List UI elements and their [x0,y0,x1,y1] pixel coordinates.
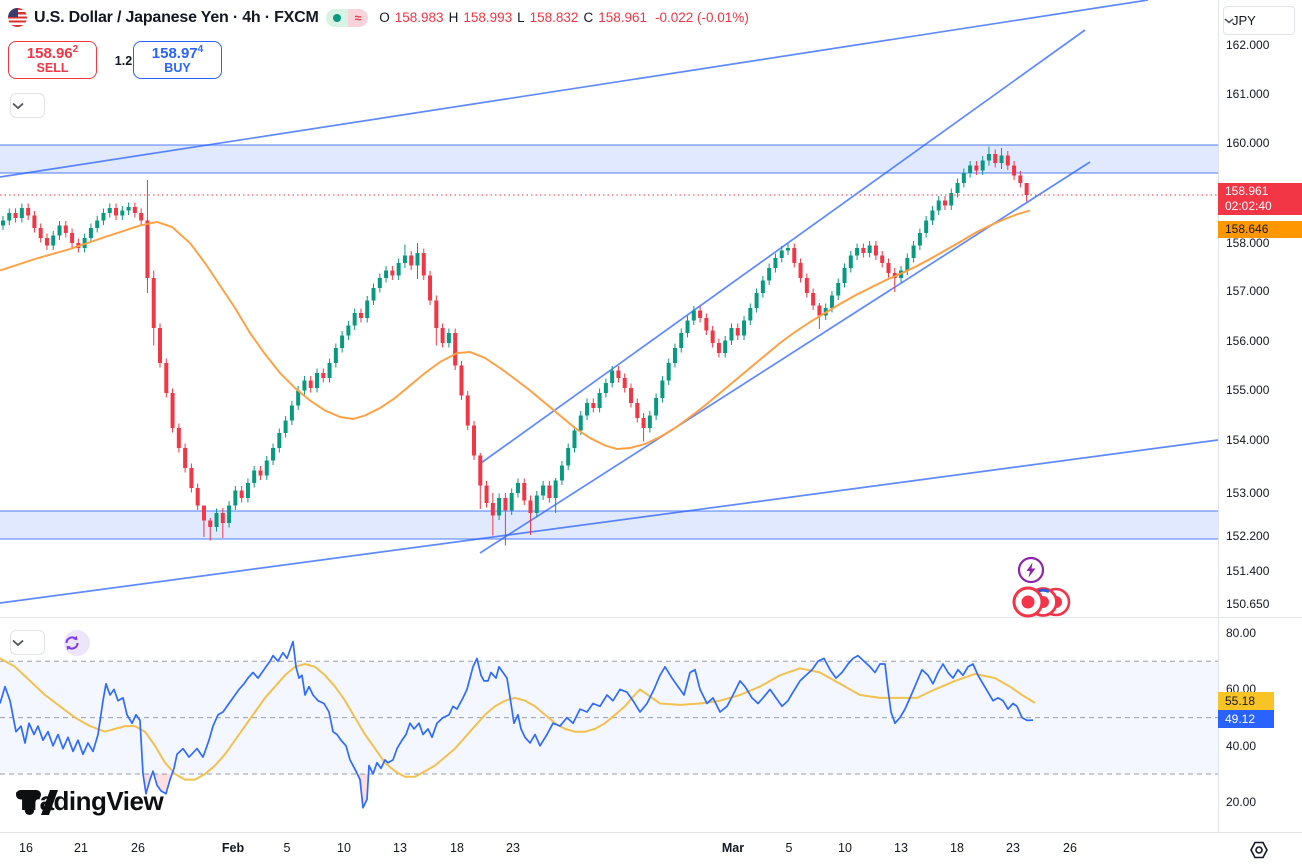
price-axis-label: 152.200 [1226,529,1270,543]
symbol-title[interactable]: U.S. Dollar / Japanese Yen · 4h · FXCM [34,8,319,26]
sell-button[interactable]: 158.962 SELL [8,41,97,79]
rsi-indicator-canvas[interactable] [0,618,1218,832]
us-flag-icon [8,8,27,27]
bar-countdown: 02:02:40 [1225,199,1272,213]
chevron-down-icon [1224,17,1234,23]
ohlc-key: C [583,10,594,25]
time-axis-label: 23 [506,841,520,855]
axis-divider [1218,0,1219,832]
price-change: -0.022 (-0.01%) [655,10,749,25]
price-axis-label: 160.000 [1226,136,1270,150]
price-axis-label: 155.000 [1226,383,1270,397]
time-axis-label: 18 [950,841,964,855]
time-axis-label: 16 [19,841,33,855]
ohlc-key: L [517,10,525,25]
time-axis-label: 26 [1063,841,1077,855]
price-axis-label: 151.400 [1226,564,1270,578]
price-axis[interactable]: 150.650 151.400 152.200 153.000 154.000 155.0… [1218,0,1302,617]
time-axis-label: 26 [131,841,145,855]
price-axis-label: 150.650 [1226,597,1270,611]
indicator-collapse-button[interactable] [10,630,45,655]
indicator-axis-label: 40.00 [1226,739,1257,753]
indicator-axis-label: 20.00 [1226,795,1257,809]
time-axis-label: 13 [894,841,908,855]
ohlc-key: H [448,10,459,25]
price-axis-label: 158.000 [1226,236,1270,250]
ohlc-key: O [379,10,390,25]
time-axis-label: 18 [450,841,464,855]
time-axis-label: 23 [1006,841,1020,855]
price-axis-label: 153.000 [1226,486,1270,500]
chevron-down-icon [12,639,24,646]
time-axis-label: 10 [838,841,852,855]
market-open-dot-icon [325,8,348,27]
time-axis-label: 5 [785,841,793,855]
price-axis-label: 157.000 [1226,284,1270,298]
rsi-value-label: 49.12 [1218,710,1274,728]
indicator-axis[interactable]: 20.00 40.00 60.00 80.00 55.18 49.12 [1218,618,1302,832]
price-axis-label: 154.000 [1226,433,1270,447]
price-chart-canvas[interactable] [0,0,1218,618]
symbol-header: U.S. Dollar / Japanese Yen · 4h · FXCM ≈… [8,8,749,27]
legend-collapse-button[interactable] [10,93,45,118]
time-axis-label: 10 [337,841,351,855]
indicator-refresh-icon[interactable] [64,630,90,656]
rsi-ma-value-label: 55.18 [1218,692,1274,710]
delayed-data-icon: ≈ [347,8,369,27]
buy-button[interactable]: 158.974 BUY [133,41,222,79]
sell-label: SELL [36,60,69,75]
ohlc-value: 158.983 [394,10,444,25]
chevron-down-icon [12,102,24,109]
time-axis-label: 13 [393,841,407,855]
time-axis-divider [0,832,1302,833]
trade-panel: 158.962 SELL 1.2 158.974 BUY [8,41,222,79]
price-axis-label: 162.000 [1226,38,1270,52]
current-price-label: 158.961 02:02:40 [1218,183,1302,215]
price-axis-label: 161.000 [1226,87,1270,101]
time-axis-label: Feb [221,841,245,855]
time-axis-label: 5 [283,841,291,855]
market-status-pill[interactable]: ≈ [325,8,369,27]
pane-divider[interactable] [0,617,1302,618]
price-axis-label: 156.000 [1226,334,1270,348]
buy-label: BUY [164,60,191,75]
ohlc-value: 158.961 [598,10,648,25]
time-axis-label: Mar [721,841,745,855]
ohlc-values: O 158.983 H 158.993 L 158.832 C 158.961 -0.022 (… [379,10,749,25]
ma-price-label: 158.646 [1218,221,1302,238]
indicator-axis-label: 80.00 [1226,626,1257,640]
ohlc-value: 158.832 [529,10,579,25]
spread-value: 1.2 [114,54,133,68]
ohlc-value: 158.993 [463,10,513,25]
currency-selector[interactable]: JPY [1223,6,1295,35]
time-axis-label: 21 [74,841,88,855]
time-axis[interactable]: 16 21 26 Feb 5 10 13 18 23 Mar 5 10 13 18 23 26 [0,833,1302,867]
